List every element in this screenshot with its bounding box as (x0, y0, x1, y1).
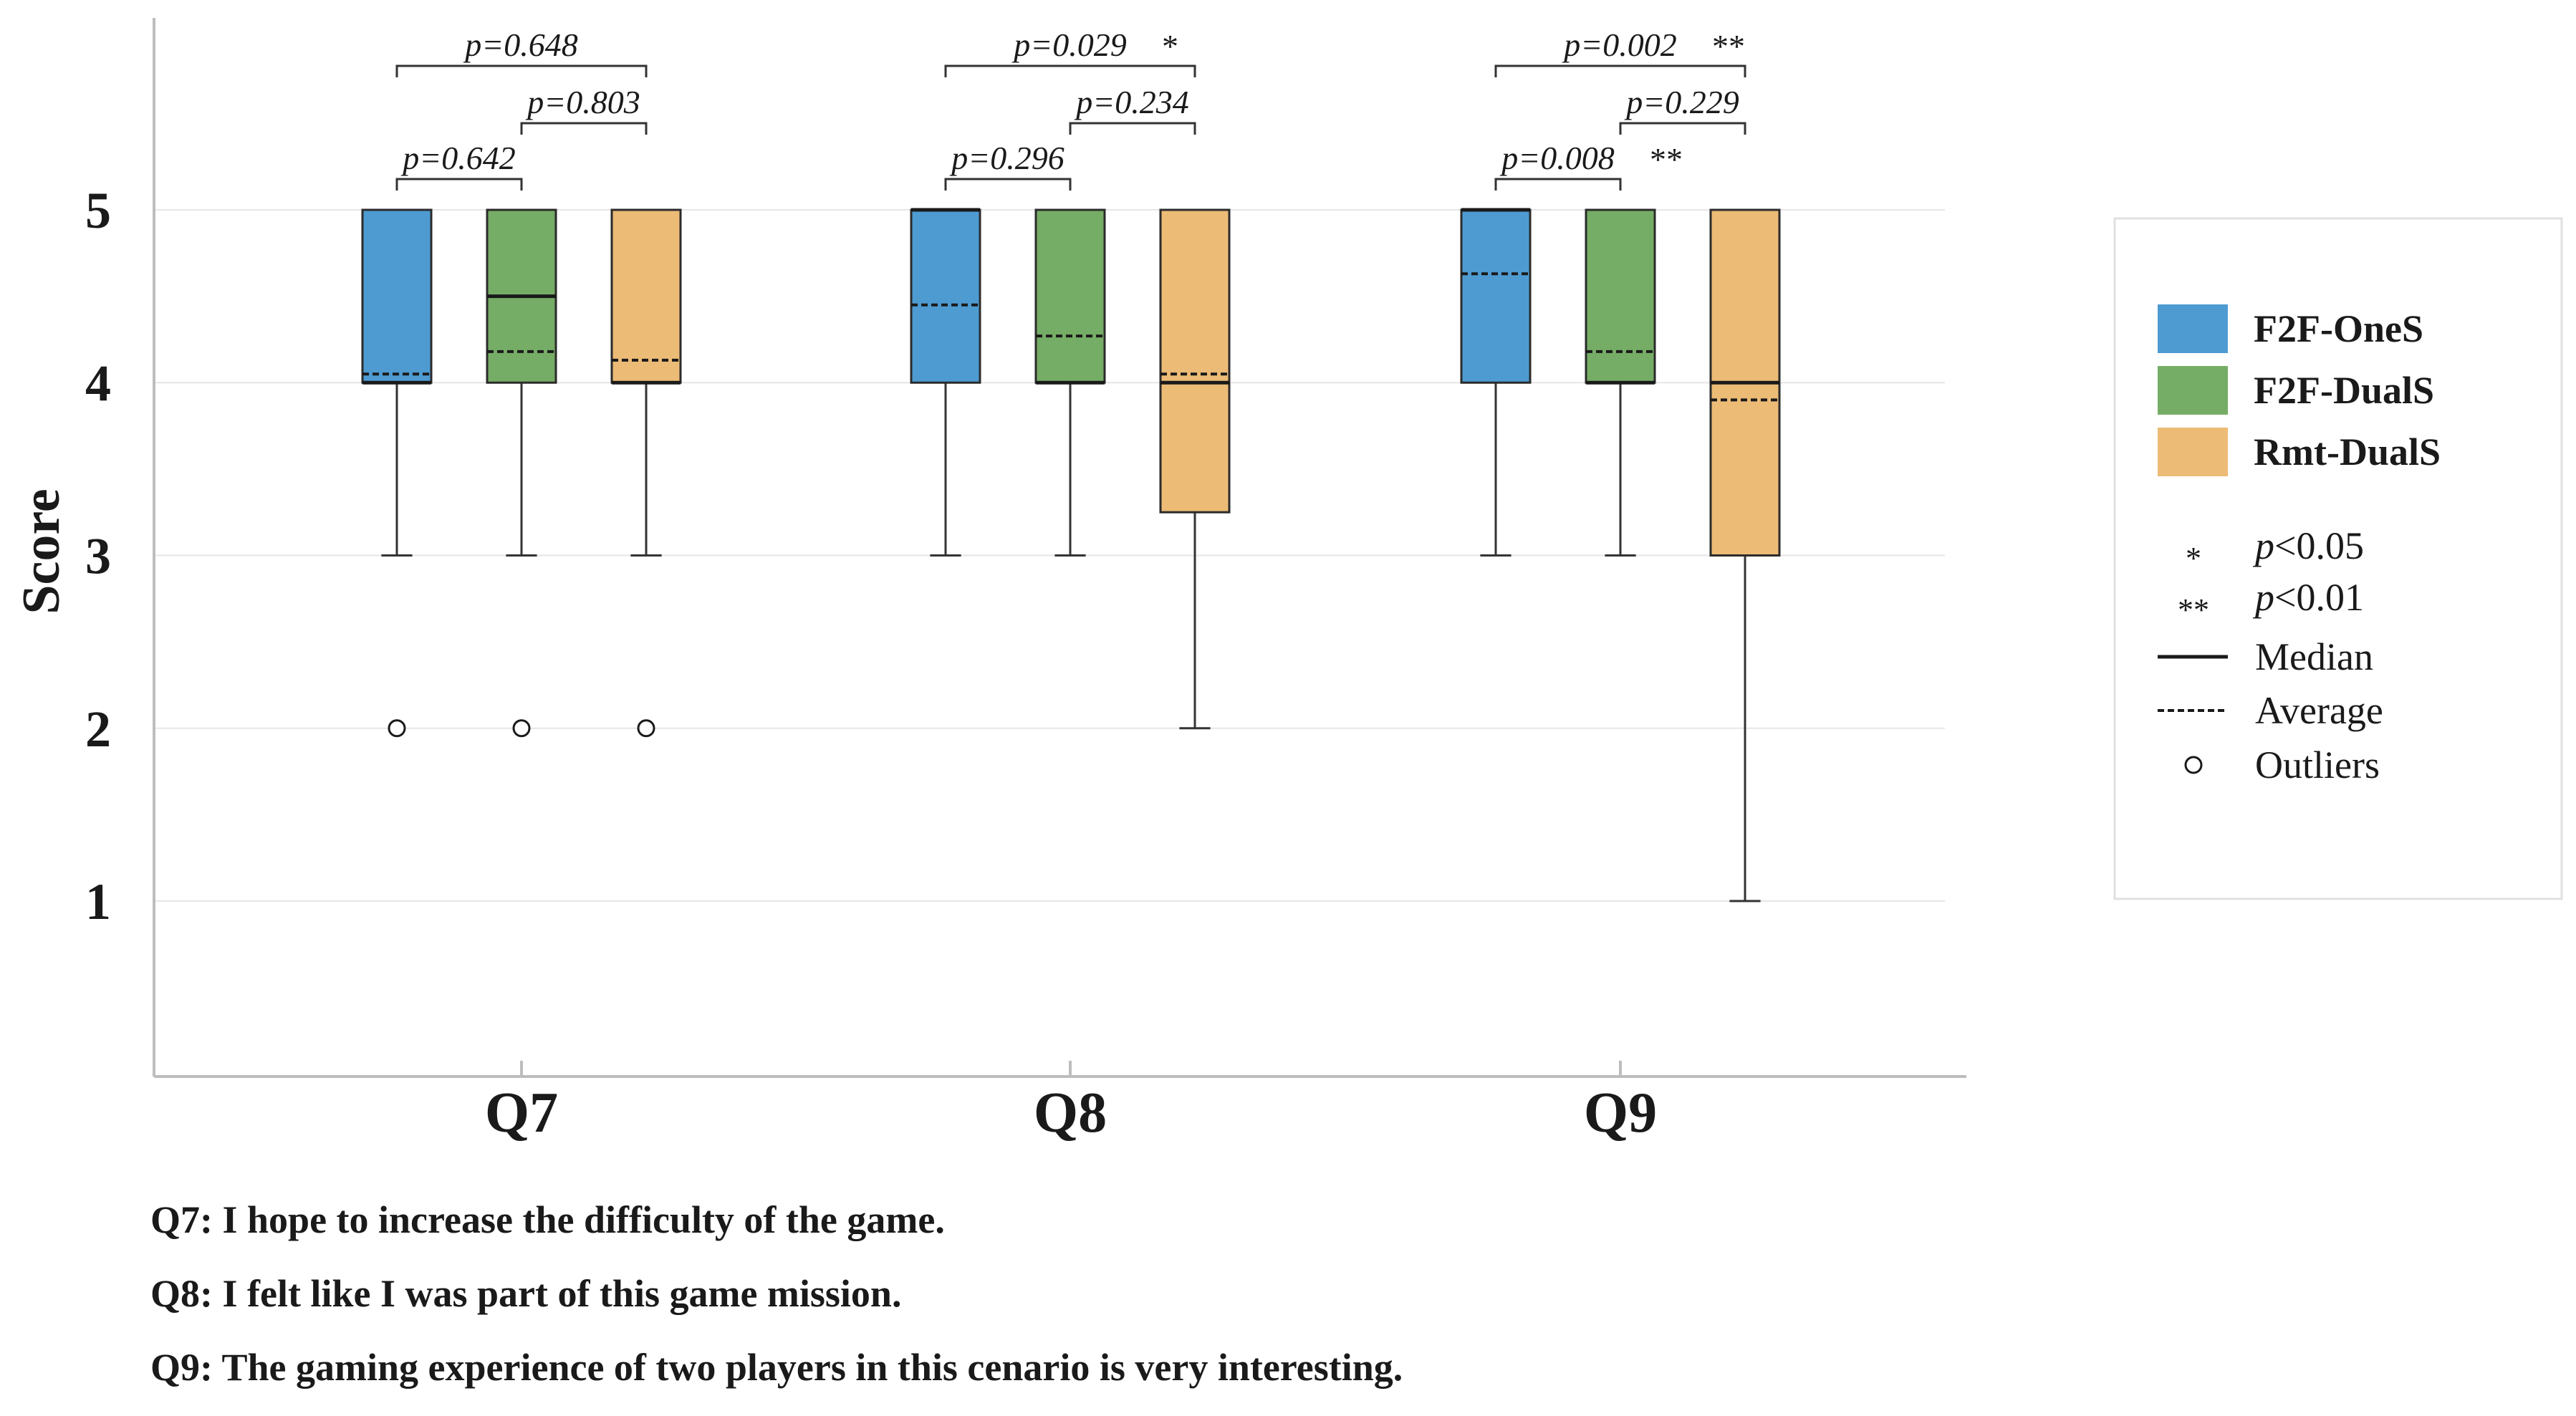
legend-sig-label-0: p<0.05 (2252, 524, 2364, 567)
x-tick-label-Q8: Q8 (1034, 1082, 1107, 1145)
axes: 1 2 3 4 5 Score Q7 Q8 Q9 (12, 18, 1966, 1145)
legend-sig-symbol-0: * (2186, 541, 2201, 576)
box-rmt-duals-q7 (610, 208, 682, 384)
bracket-1 (520, 122, 648, 135)
legend-swatch-0 (2158, 304, 2228, 353)
p-value-label-8: p=0.002 (1562, 27, 1677, 63)
bracket-5 (944, 64, 1196, 77)
significance-stars-8: ** (1712, 28, 1745, 64)
outlier-rmt-duals-q7-0 (637, 719, 655, 738)
box-f2f-ones-q8 (910, 208, 981, 384)
box-f2f-ones-q7 (361, 208, 433, 384)
p-value-label-7: p=0.229 (1624, 84, 1739, 120)
legend-label-0: F2F-OneS (2254, 307, 2423, 350)
bracket-0 (395, 178, 523, 191)
x-tick-label-Q9: Q9 (1584, 1082, 1657, 1145)
legend-swatch-2 (2158, 428, 2228, 476)
p-value-label-6: p=0.008 (1499, 140, 1615, 176)
y-tick-label-2: 2 (85, 700, 111, 758)
p-value-label-3: p=0.296 (949, 140, 1064, 176)
legend-swatch-1 (2158, 366, 2228, 415)
box-rmt-duals-q8 (1159, 208, 1231, 514)
legend-outlier-marker (2184, 756, 2203, 774)
y-tick-label-1: 1 (85, 873, 111, 930)
legend-sig-symbol-1: ** (2178, 592, 2209, 627)
bracket-4 (1069, 122, 1196, 135)
question-q7: Q7: I hope to increase the difficulty of… (150, 1198, 945, 1241)
legend-outliers-label: Outliers (2255, 743, 2380, 786)
p-value-label-4: p=0.234 (1074, 84, 1189, 120)
legend-sig-label-1: p<0.01 (2252, 576, 2364, 619)
box-f2f-duals-q8 (1034, 208, 1106, 384)
legend-median-label: Median (2255, 635, 2373, 678)
question-q9: Q9: The gaming experience of two players… (150, 1346, 1403, 1389)
y-tick-label-5: 5 (85, 182, 111, 239)
x-tick-label-Q7: Q7 (485, 1082, 558, 1145)
significance-stars-5: * (1162, 28, 1178, 64)
box-f2f-duals-q9 (1585, 208, 1656, 384)
significance-stars-6: ** (1650, 141, 1683, 178)
y-axis-label: Score (12, 488, 71, 614)
p-value-label-5: p=0.029 (1011, 27, 1127, 63)
box-f2f-ones-q9 (1460, 208, 1532, 384)
bracket-7 (1619, 122, 1746, 135)
legend: F2F-OneS F2F-DualS Rmt-DualS * p<0.05 ** p<0.0… (2113, 217, 2563, 900)
y-tick-label-4: 4 (85, 355, 111, 412)
box-series (361, 208, 1781, 902)
p-value-label-1: p=0.803 (525, 84, 640, 120)
p-value-label-2: p=0.648 (463, 27, 578, 63)
bracket-3 (944, 178, 1072, 191)
legend-average-label: Average (2255, 689, 2383, 732)
outlier-f2f-duals-q7-0 (512, 719, 531, 738)
legend-label-2: Rmt-DualS (2254, 430, 2441, 473)
bracket-2 (395, 64, 648, 77)
outlier-f2f-ones-q7-0 (388, 719, 406, 738)
p-value-label-0: p=0.642 (400, 140, 516, 176)
question-q8: Q8: I felt like I was part of this game … (150, 1272, 902, 1315)
legend-label-1: F2F-DualS (2254, 369, 2434, 412)
bracket-8 (1494, 64, 1746, 77)
bracket-6 (1494, 178, 1622, 191)
y-tick-label-3: 3 (85, 528, 111, 585)
